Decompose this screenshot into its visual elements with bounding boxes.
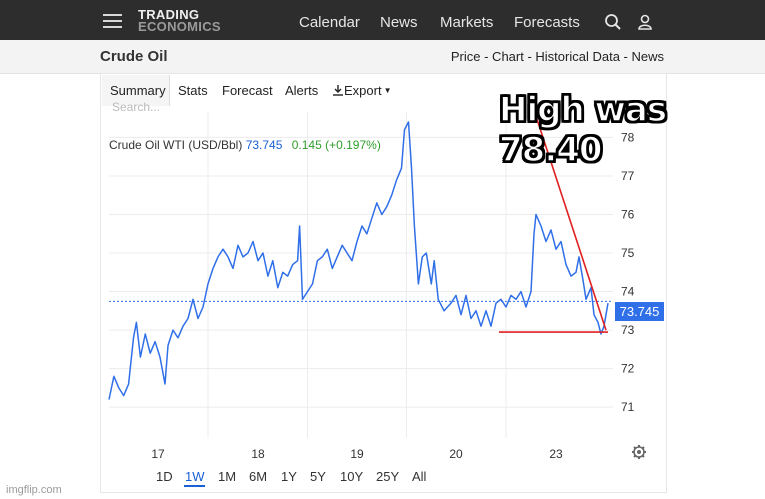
tab-alerts[interactable]: Alerts: [285, 83, 319, 98]
download-icon: [333, 85, 343, 96]
y-tick-label: 73: [621, 323, 635, 337]
logo[interactable]: TRADING ECONOMICS: [138, 7, 221, 34]
series-header: Crude Oil WTI (USD/Bbl) 73.745 0.145 (+0…: [109, 138, 381, 152]
chart-panel: Summary Stats Forecast Alerts Export ▼ Se…: [100, 73, 667, 493]
chart-grid: [109, 112, 613, 438]
logo-line2: ECONOMICS: [138, 19, 221, 34]
caret-down-icon: ▼: [383, 86, 392, 95]
active-range-underline: [184, 485, 205, 487]
last-price-tag: 73.745: [615, 302, 664, 321]
nav-link-news[interactable]: News: [380, 14, 418, 31]
x-tick-label: 19: [350, 447, 364, 460]
range-1w[interactable]: 1W: [185, 469, 205, 484]
nav-link-calendar[interactable]: Calendar: [299, 14, 360, 31]
range-6m[interactable]: 6M: [249, 469, 268, 484]
tab-forecast[interactable]: Forecast: [222, 83, 273, 98]
settings-icon: [632, 445, 646, 459]
x-tick-label: 17: [151, 447, 165, 460]
price-series-line: [108, 121, 609, 400]
y-tick-label: 75: [621, 246, 635, 260]
price-chart[interactable]: 71 72 73 74 75 76 77 78 17 18 19 20 23: [101, 74, 666, 460]
tab-stats[interactable]: Stats: [178, 83, 208, 98]
series-price: 73.745: [245, 138, 283, 152]
top-nav: TRADING ECONOMICS Calendar News Markets …: [0, 0, 765, 40]
tab-summary[interactable]: Summary: [110, 83, 166, 98]
range-5y[interactable]: 5Y: [310, 469, 326, 484]
search-input[interactable]: Search...: [112, 100, 161, 114]
title-bar: Crude Oil Price - Chart - Historical Dat…: [0, 40, 765, 74]
logo-line1: TRADING: [138, 7, 200, 22]
user-icon[interactable]: [636, 13, 654, 31]
range-1m[interactable]: 1M: [218, 469, 237, 484]
range-all[interactable]: All: [412, 469, 427, 484]
page-title: Crude Oil: [100, 48, 168, 65]
range-1d[interactable]: 1D: [156, 469, 173, 484]
x-tick-label: 18: [251, 447, 265, 460]
range-25y[interactable]: 25Y: [376, 469, 400, 484]
series-change: 0.145 (+0.197%): [291, 138, 381, 152]
range-1y[interactable]: 1Y: [281, 469, 297, 484]
nav-link-forecasts[interactable]: Forecasts: [514, 14, 580, 31]
x-axis-labels: 17 18 19 20 23: [151, 447, 563, 460]
nav-link-markets[interactable]: Markets: [440, 14, 494, 31]
tab-export[interactable]: Export ▼: [332, 83, 392, 98]
search-icon[interactable]: [604, 13, 622, 31]
range-10y[interactable]: 10Y: [340, 469, 364, 484]
y-tick-label: 76: [621, 207, 635, 221]
y-tick-label: 78: [621, 130, 635, 144]
range-selector: 1D 1W 1M 6M 1Y 5Y 10Y 25Y All: [101, 460, 666, 492]
y-tick-label: 77: [621, 169, 635, 183]
chart-tabs: Summary Stats Forecast Alerts Export ▼: [101, 74, 666, 106]
watermark: imgflip.com: [6, 484, 62, 496]
x-tick-label: 20: [449, 447, 463, 460]
y-tick-label: 72: [621, 362, 635, 376]
title-links[interactable]: Price - Chart - Historical Data - News: [450, 49, 664, 64]
y-tick-label: 71: [621, 400, 635, 414]
meme-caption: High was 78.40: [498, 89, 668, 171]
tab-export-label: Export: [344, 83, 382, 98]
falling-trend-line: [535, 115, 607, 331]
y-axis-labels: 71 72 73 74 75 76 77 78: [621, 130, 635, 414]
menu-icon[interactable]: [103, 14, 122, 28]
series-name: Crude Oil WTI (USD/Bbl): [109, 138, 243, 152]
y-tick-label: 74: [621, 285, 635, 299]
x-tick-label: 23: [549, 447, 563, 460]
tab-summary-bg: [102, 75, 170, 106]
